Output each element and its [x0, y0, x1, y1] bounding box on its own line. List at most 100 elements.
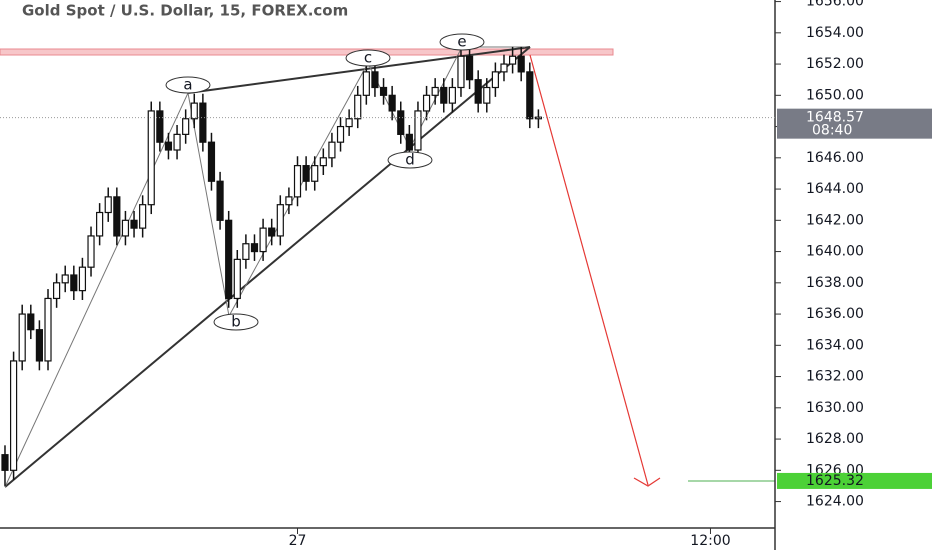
candle-body	[422, 94, 431, 112]
y-tick-label: 1642.00	[806, 212, 864, 228]
candle-body	[259, 227, 267, 253]
candle-body	[345, 118, 353, 128]
candle-body	[1, 454, 9, 471]
y-tick-label: 1654.00	[806, 25, 864, 41]
candle-body	[147, 110, 155, 206]
pattern-label-bubble	[213, 313, 259, 331]
pattern-label: a	[183, 76, 192, 94]
candle-body	[250, 243, 259, 253]
x-tick-label: 27	[289, 533, 307, 549]
candle-body	[354, 94, 362, 120]
y-tick-label: 1632.00	[806, 369, 864, 385]
candle-body	[182, 118, 190, 135]
candle-body	[61, 274, 69, 284]
pattern-label-bubble	[345, 49, 391, 67]
candle-body	[474, 79, 482, 104]
candle-body	[139, 204, 147, 229]
candle-body	[44, 297, 52, 362]
candle-body	[328, 141, 336, 159]
candle-body	[534, 116, 543, 120]
countdown-label: 08:40	[812, 123, 852, 139]
candle-body	[483, 86, 491, 104]
y-tick-label: 1638.00	[806, 275, 864, 291]
support-trendline	[4, 46, 531, 488]
candle-body	[216, 180, 224, 221]
last-price-label: 1648.57	[806, 110, 864, 126]
upper-trendline	[187, 46, 531, 94]
candle-body	[431, 86, 439, 96]
pattern-label: c	[364, 49, 372, 67]
candle-body	[35, 329, 44, 362]
resistance-zone	[0, 48, 614, 56]
candle-body	[397, 110, 405, 135]
candle-body	[70, 274, 78, 292]
pattern-label-bubble	[387, 151, 433, 169]
candle-body	[268, 227, 276, 237]
candle-body	[113, 196, 121, 237]
candle-body	[173, 133, 181, 151]
candle-body	[27, 313, 35, 331]
candle-body	[130, 219, 138, 229]
candle-body	[319, 157, 327, 167]
candle-body	[448, 86, 456, 104]
y-tick-label: 1656.00	[806, 0, 864, 10]
chart-title: Gold Spot / U.S. Dollar, 15, FOREX.com	[22, 2, 348, 20]
candle-body	[465, 55, 474, 81]
candle-body	[78, 266, 87, 292]
candle-body	[405, 133, 413, 151]
candle-body	[9, 360, 18, 471]
projection-arrow	[529, 54, 649, 486]
candle-body	[18, 313, 26, 362]
candle-body	[336, 125, 345, 143]
y-tick-label: 1628.00	[806, 431, 864, 447]
candle-body	[276, 204, 284, 237]
arrow-head	[633, 477, 661, 487]
candle-body	[207, 141, 216, 182]
candle-body	[164, 141, 173, 151]
candle-body	[190, 102, 198, 120]
y-tick-label: 1644.00	[806, 181, 864, 197]
candle-body	[379, 86, 388, 96]
target-price-box	[777, 472, 932, 489]
y-tick-label: 1636.00	[806, 306, 864, 322]
pattern-lines	[4, 46, 531, 488]
candle-body	[285, 196, 293, 206]
candle-body	[371, 71, 379, 89]
candle-body	[242, 243, 250, 260]
candle-body	[53, 282, 61, 300]
candle-body	[199, 102, 207, 143]
y-tick-label: 1640.00	[806, 244, 864, 260]
candle-body	[121, 219, 130, 237]
candle-body	[517, 55, 525, 73]
y-tick-label: 1630.00	[806, 400, 864, 416]
target-price-label: 1625.32	[806, 473, 864, 489]
candle-body	[87, 235, 95, 268]
pattern-label-bubble	[165, 76, 211, 94]
candle-body	[156, 110, 164, 143]
candle-body	[225, 219, 233, 300]
candle-body	[311, 165, 319, 182]
candle-body	[414, 110, 422, 151]
pattern-label: e	[457, 33, 466, 51]
candle-body	[440, 86, 448, 104]
candle-body	[508, 55, 517, 65]
candle-body	[491, 71, 499, 89]
x-tick-label: 12:00	[690, 533, 730, 549]
last-price-box	[777, 108, 932, 139]
candle-body	[500, 63, 508, 73]
y-tick-label: 1624.00	[806, 494, 864, 510]
candle-body	[362, 71, 370, 96]
pattern-label: d	[405, 151, 415, 169]
pattern-label: b	[231, 313, 241, 331]
candle-body	[96, 211, 104, 237]
y-tick-label: 1646.00	[806, 150, 864, 166]
candle-body	[233, 258, 241, 300]
candle-body	[293, 165, 302, 198]
candle-body	[302, 165, 310, 182]
candle-body	[526, 71, 534, 120]
pattern-label-bubble	[439, 33, 485, 51]
candle-body	[457, 55, 465, 89]
y-tick-label: 1652.00	[806, 56, 864, 72]
